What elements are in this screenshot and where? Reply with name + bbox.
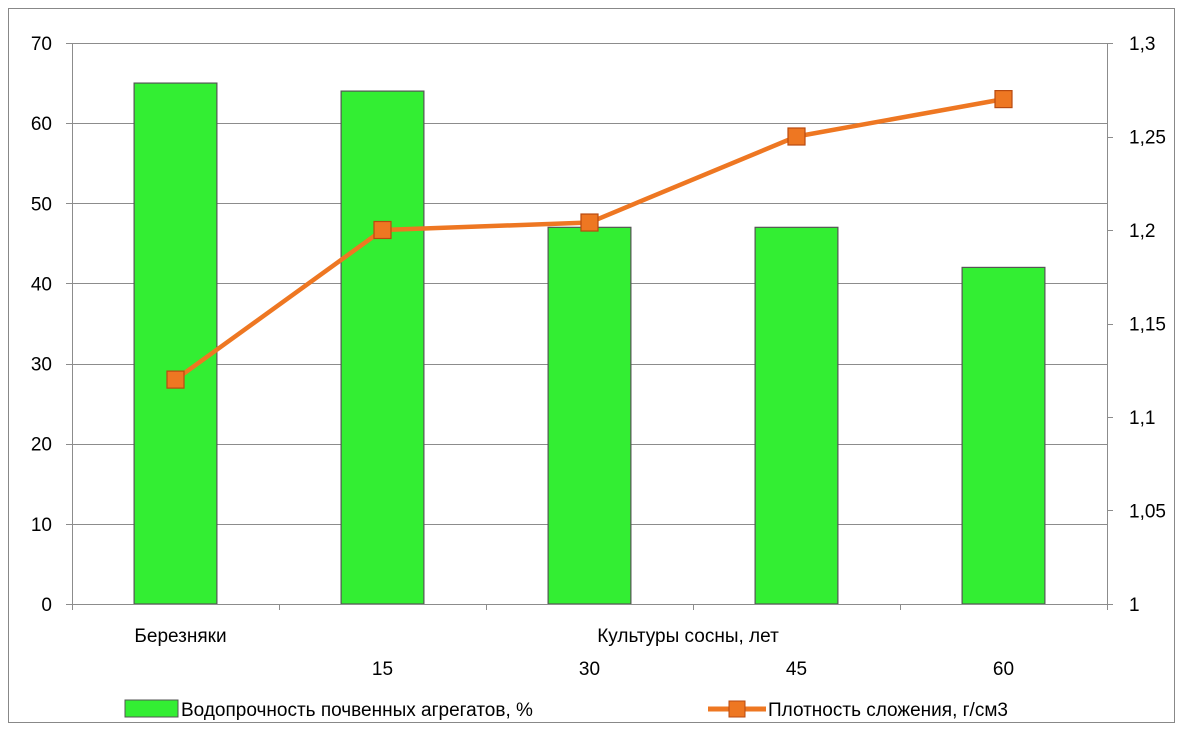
y-right-tick-label: 1: [1129, 595, 1140, 616]
x-category-label: 15: [372, 659, 393, 680]
bar: [961, 266, 1046, 605]
x-category-label: 30: [579, 659, 600, 680]
x-category-label: 60: [993, 659, 1014, 680]
bar-series: [133, 82, 1046, 605]
y-right-tick-label: 1,25: [1129, 128, 1166, 149]
bar: [133, 82, 218, 605]
line-marker: [580, 213, 599, 232]
x-group-label: Культуры сосны, лет: [597, 626, 779, 647]
y-left-tick-label: 70: [31, 34, 52, 55]
y-left-tick-label: 30: [31, 355, 52, 376]
legend: Водопрочность почвенных агрегатов, % Пло…: [124, 699, 1008, 721]
legend-label-bar: Водопрочность почвенных агрегатов, %: [181, 700, 533, 721]
y-left-tick-label: 0: [41, 595, 52, 616]
legend-swatch-bar: [124, 699, 179, 718]
y-left-tick-label: 20: [31, 435, 52, 456]
bar: [340, 90, 425, 605]
x-category-label: Березняки: [134, 626, 226, 647]
line-marker: [373, 220, 392, 240]
line-marker: [787, 127, 806, 146]
y-right-tick-label: 1,2: [1129, 221, 1155, 242]
line-marker: [994, 89, 1013, 109]
axes: [66, 43, 1113, 610]
y-right-tick-label: 1,1: [1129, 408, 1155, 429]
line-series: [166, 89, 1013, 389]
x-category-label: 45: [786, 659, 807, 680]
y-left-tick-label: 50: [31, 194, 52, 215]
bar: [754, 226, 839, 605]
tick-labels: 0 10 20 30 40 50 60 70 1 1,05 1,1 1,15 1,2 1,25 1,3 Бер…: [31, 34, 1166, 680]
y-left-tick-label: 40: [31, 274, 52, 295]
y-right-tick-label: 1,3: [1129, 34, 1155, 55]
y-left-tick-label: 10: [31, 515, 52, 536]
gridlines: [72, 43, 1107, 525]
y-right-tick-label: 1,05: [1129, 502, 1166, 523]
y-left-tick-label: 60: [31, 114, 52, 135]
line-marker: [166, 370, 185, 389]
legend-swatch-marker: [728, 700, 746, 718]
bar: [547, 226, 632, 605]
legend-label-line: Плотность сложения, г/см3: [768, 700, 1008, 721]
y-right-tick-label: 1,15: [1129, 315, 1166, 336]
